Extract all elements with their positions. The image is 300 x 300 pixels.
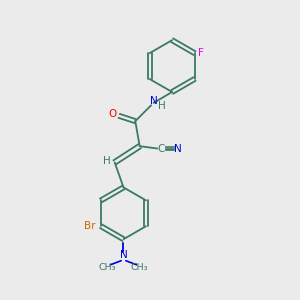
Text: CH₃: CH₃ xyxy=(131,263,148,272)
Text: F: F xyxy=(198,47,204,58)
Text: N: N xyxy=(150,96,158,106)
Text: N: N xyxy=(173,143,181,154)
Text: O: O xyxy=(109,110,117,119)
Text: Br: Br xyxy=(84,221,96,231)
Text: C: C xyxy=(157,143,165,154)
Text: CH₃: CH₃ xyxy=(99,263,116,272)
Text: H: H xyxy=(158,101,166,111)
Text: H: H xyxy=(103,156,110,166)
Text: N: N xyxy=(120,250,128,260)
